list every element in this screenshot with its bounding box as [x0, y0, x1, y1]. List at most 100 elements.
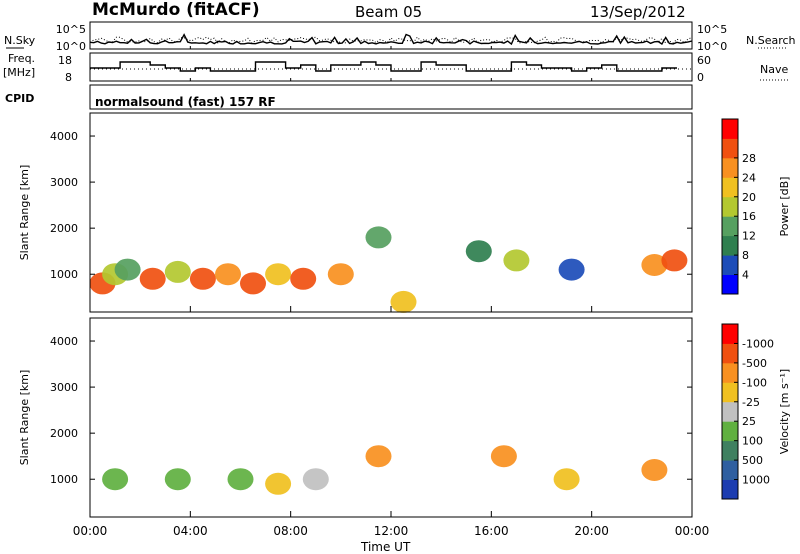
beam-title: Beam 05: [355, 3, 422, 21]
data-cell: [465, 240, 492, 263]
colorbar-tick-label: 24: [742, 171, 756, 184]
freq-label: Freq.: [8, 52, 35, 65]
colorbar-swatch: [722, 177, 738, 198]
colorbar-swatch: [722, 460, 738, 480]
velocity-panel: 1000 2000 3000 4000 Slant Range [km] 1000 500 1…: [18, 317, 791, 518]
data-cell: [139, 267, 166, 290]
cpid-panel-frame: [89, 84, 693, 110]
nsky-tick-top: 10^5: [56, 23, 86, 36]
nsearch-tick-top: 10^5: [697, 23, 727, 36]
freq-tick-top: 18: [58, 54, 72, 67]
colorbar-swatch: [722, 235, 738, 256]
y-tick-label: 2000: [50, 427, 78, 440]
colorbar-swatch: [722, 255, 738, 275]
data-cell: [227, 468, 254, 491]
x-tick-label: 12:00: [374, 524, 409, 538]
data-cell: [215, 263, 241, 286]
nave-tick-top: 60: [697, 54, 711, 67]
data-cell: [641, 254, 668, 276]
nave-tick-bottom: 0: [697, 71, 704, 84]
data-cell: [164, 468, 191, 491]
data-cell: [390, 290, 417, 313]
colorbar-swatch: [722, 401, 738, 422]
colorbar-swatch: [722, 440, 738, 461]
nsky-tick-bottom: 10^0: [56, 40, 86, 53]
nave-label: Nave: [760, 63, 788, 76]
colorbar-tick-label: 100: [742, 435, 763, 448]
data-cell: [641, 459, 668, 481]
data-cell: [553, 468, 580, 491]
colorbar-swatch: [722, 216, 738, 237]
data-cell: [490, 445, 517, 468]
x-tick-label: 08:00: [273, 524, 308, 538]
colorbar-swatch: [722, 157, 738, 178]
colorbar-swatch: [722, 274, 738, 295]
colorbar-swatch: [722, 343, 738, 364]
y-tick-label: 1000: [50, 473, 78, 486]
colorbar-tick-label: 8: [742, 249, 749, 262]
plot-background: [90, 318, 692, 517]
y-tick-label: 4000: [50, 335, 78, 348]
data-cell: [164, 260, 191, 283]
x-axis-label: Time UT: [360, 540, 411, 554]
colorbar-tick-label: -1000: [742, 337, 774, 350]
cpid-label: CPID: [5, 92, 34, 105]
colorbar-frame: [721, 118, 739, 295]
axes: 00:00 04:00 08:00 12:00 16:00 20:00 00:00: [73, 46, 710, 538]
colorbar-tick-label: 4: [742, 269, 749, 282]
nsearch-tick-bottom: 10^0: [697, 40, 727, 53]
colorbar-label: Power [dB]: [778, 177, 791, 237]
data-cell: [265, 472, 292, 495]
cpid-value: normalsound (fast) 157 RF: [95, 95, 276, 109]
data-cell: [240, 272, 266, 295]
colorbar-swatch: [722, 382, 738, 403]
y-tick-label: 1000: [50, 268, 78, 281]
data-cell: [265, 263, 292, 286]
colorbar-tick-label: -25: [742, 396, 760, 409]
x-tick-label: 04:00: [173, 524, 208, 538]
y-axis-label: Slant Range [km]: [18, 165, 31, 261]
freq-tick-bottom: 8: [65, 71, 72, 84]
data-cell: [365, 226, 392, 249]
x-tick-label: 20:00: [574, 524, 609, 538]
data-cell: [102, 468, 129, 491]
data-cell: [661, 249, 688, 272]
data-cell: [290, 267, 317, 290]
freq-unit-label: [MHz]: [3, 66, 35, 79]
colorbar-tick-label: -100: [742, 376, 767, 389]
station-title: McMurdo (fitACF): [92, 0, 260, 20]
x-tick-label: 00:00: [73, 524, 108, 538]
x-tick-label: 16:00: [474, 524, 509, 538]
data-cell: [114, 258, 141, 281]
y-tick-label: 3000: [50, 176, 78, 189]
colorbar-tick-label: -500: [742, 357, 767, 370]
colorbar-tick-label: 28: [742, 152, 756, 165]
data-cell: [302, 468, 329, 491]
colorbar-tick-label: 25: [742, 415, 756, 428]
colorbar-tick-label: 500: [742, 454, 763, 467]
colorbar-tick-label: 16: [742, 210, 756, 223]
data-cell: [503, 249, 530, 272]
colorbar-swatch: [722, 119, 738, 139]
data-cell: [327, 263, 354, 286]
colorbar-label: Velocity [m s⁻¹]: [778, 369, 791, 454]
nsearch-series: [89, 36, 693, 44]
summary-panels: N.Sky N.Search 10^5 10^0 10^5 10^0 Freq.[MHz] N…: [3, 21, 796, 110]
data-cell: [365, 445, 392, 468]
date-title: 13/Sep/2012: [590, 3, 686, 21]
data-cell: [189, 267, 216, 290]
colorbar-swatch: [722, 324, 738, 344]
x-tick-label: 00:00: [675, 524, 710, 538]
freq-series: [90, 61, 677, 72]
colorbar-tick-label: 12: [742, 230, 756, 243]
y-axis-label: Slant Range [km]: [18, 370, 31, 466]
colorbar-swatch: [722, 138, 738, 159]
nsky-series: [89, 33, 693, 46]
colorbar-tick-label: 1000: [742, 474, 770, 487]
y-tick-label: 2000: [50, 222, 78, 235]
nsearch-label: N.Search: [746, 34, 796, 47]
power-panel: 1000 2000 3000 4000 Slant Range [km] 4 8 12 16 20…: [18, 112, 791, 313]
y-tick-label: 4000: [50, 130, 78, 143]
colorbar-swatch: [722, 362, 738, 383]
